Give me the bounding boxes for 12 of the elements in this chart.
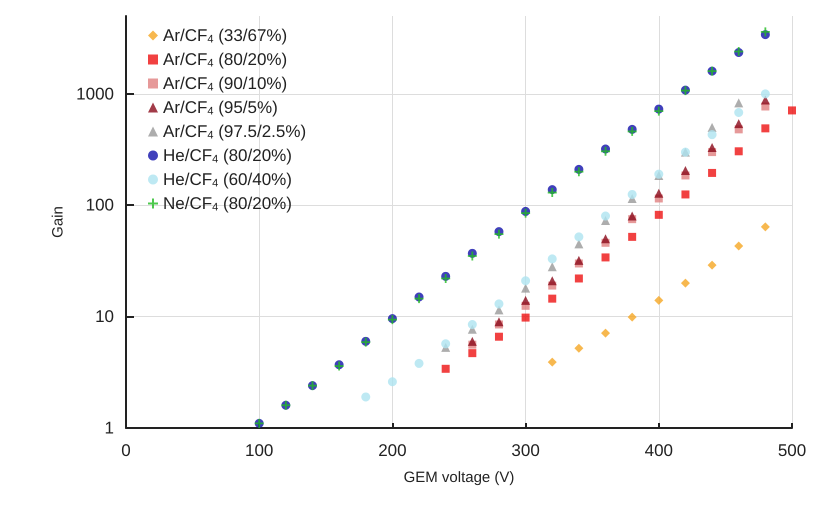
y-axis-title: Gain	[49, 206, 66, 238]
x-tick-label: 300	[511, 441, 540, 460]
y-tick-label: 10	[95, 307, 114, 326]
x-tick-label: 500	[778, 441, 806, 460]
y-tick-label: 100	[86, 196, 114, 215]
y-tick-label: 1000	[76, 84, 114, 104]
y-tick-label: 1	[104, 418, 114, 438]
x-tick-label: 0	[121, 441, 131, 460]
x-tick-label: 200	[378, 441, 407, 460]
x-axis-title: GEM voltage (V)	[404, 469, 514, 486]
x-tick-label: 100	[245, 441, 274, 460]
x-tick-label: 400	[644, 441, 673, 460]
